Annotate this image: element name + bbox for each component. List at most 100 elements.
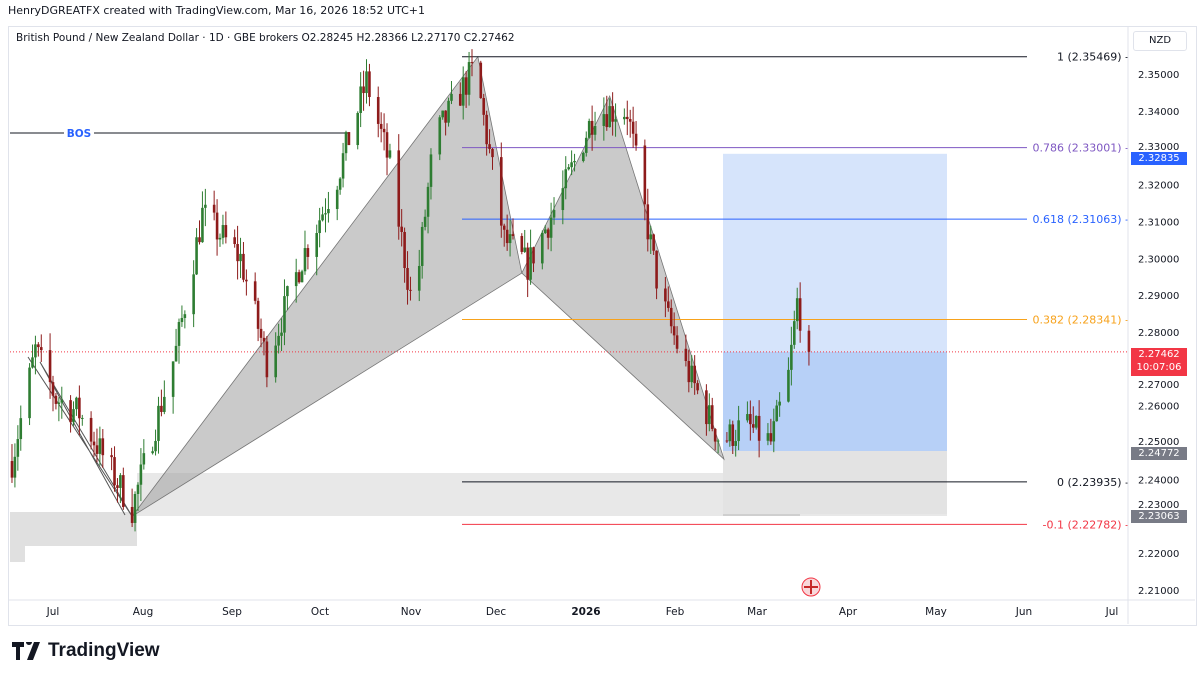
candle-body bbox=[417, 265, 421, 291]
candle-body bbox=[277, 335, 280, 346]
candle-body bbox=[142, 453, 146, 465]
candle-body bbox=[376, 97, 380, 124]
candle-body bbox=[734, 441, 737, 446]
bos-label-bg bbox=[64, 125, 94, 140]
candle-body bbox=[397, 150, 401, 227]
candle-body bbox=[218, 237, 222, 240]
candle-body bbox=[790, 344, 793, 370]
candle-body bbox=[705, 390, 708, 425]
candle-body bbox=[725, 440, 729, 442]
candle-body bbox=[593, 125, 597, 135]
candle-body bbox=[198, 237, 201, 243]
position-entry-zone bbox=[723, 351, 947, 452]
candle-body bbox=[737, 420, 740, 442]
candle-body bbox=[625, 116, 629, 120]
candle-body bbox=[110, 455, 113, 458]
price-tick: 2.26000 bbox=[1138, 402, 1179, 413]
candle-body bbox=[628, 119, 632, 122]
candle-body bbox=[664, 288, 667, 302]
time-tick: Apr bbox=[839, 606, 858, 618]
candle-body bbox=[388, 150, 392, 158]
currency-button[interactable]: NZD bbox=[1133, 31, 1187, 51]
candle-body bbox=[297, 272, 301, 283]
candle-body bbox=[151, 451, 154, 454]
candle-body bbox=[54, 395, 58, 404]
candle-body bbox=[584, 137, 588, 153]
candle-body bbox=[274, 345, 277, 378]
candle-body bbox=[552, 210, 556, 218]
candle-body bbox=[201, 207, 204, 243]
candle-body bbox=[239, 253, 242, 262]
position-stop-zone bbox=[723, 451, 947, 514]
candle-body bbox=[160, 405, 163, 412]
candle-body bbox=[362, 86, 365, 94]
candle-body bbox=[672, 326, 676, 336]
candle-body bbox=[482, 98, 486, 115]
candle-body bbox=[139, 464, 143, 485]
candle-body bbox=[529, 247, 532, 280]
candle-body bbox=[426, 186, 430, 217]
candle-body bbox=[470, 62, 474, 64]
time-tick: Sep bbox=[222, 606, 242, 618]
candle-body bbox=[116, 485, 119, 488]
candle-body bbox=[479, 62, 483, 99]
candle-body bbox=[751, 424, 755, 428]
time-tick: Jul bbox=[1105, 606, 1119, 618]
candle-body bbox=[224, 225, 228, 238]
candle-body bbox=[675, 335, 679, 349]
candle-body bbox=[649, 234, 653, 240]
candle-body bbox=[400, 226, 403, 232]
candle-body bbox=[608, 106, 611, 128]
time-tick: 2026 bbox=[571, 606, 600, 618]
tradingview-logo[interactable]: TradingView bbox=[12, 640, 160, 662]
candle-body bbox=[567, 167, 570, 170]
candle-body bbox=[573, 160, 576, 163]
candle-body bbox=[31, 357, 34, 368]
time-tick: Oct bbox=[311, 606, 329, 618]
candle-body bbox=[265, 341, 269, 378]
candle-body bbox=[119, 475, 122, 488]
harmonic-bcd-triangle bbox=[521, 95, 725, 461]
time-tick: Feb bbox=[666, 606, 685, 618]
candle-body bbox=[444, 110, 447, 123]
candle-body bbox=[37, 344, 40, 348]
uk-flag-cross bbox=[804, 580, 818, 594]
price-tick: 2.28000 bbox=[1138, 328, 1179, 339]
candle-body bbox=[286, 286, 289, 297]
candle-body bbox=[602, 114, 606, 126]
price-tick: 2.34000 bbox=[1138, 107, 1179, 118]
candle-body bbox=[385, 132, 389, 158]
fib-label: 0.786 (2.33001) - bbox=[1032, 142, 1129, 155]
harmonic-xab-triangle bbox=[131, 55, 523, 517]
candle-body bbox=[582, 152, 585, 161]
time-tick: Nov bbox=[401, 606, 422, 618]
candle-body bbox=[646, 204, 650, 240]
candle-body bbox=[321, 214, 324, 221]
stop-bottom-label: 2.23063 bbox=[1131, 510, 1187, 523]
candle-body bbox=[713, 428, 717, 442]
candle-body bbox=[634, 133, 638, 146]
candle-body bbox=[423, 216, 427, 227]
candle-body bbox=[28, 367, 31, 419]
candle-body bbox=[409, 289, 412, 291]
candle-body bbox=[177, 322, 181, 346]
candle-body bbox=[300, 271, 304, 283]
candle-body bbox=[587, 120, 591, 138]
target-price-label: 2.32835 bbox=[1131, 152, 1187, 165]
candle-body bbox=[623, 116, 626, 120]
candle-body bbox=[256, 300, 260, 329]
candle-body bbox=[798, 298, 802, 331]
candle-body bbox=[242, 253, 245, 280]
candle-body bbox=[605, 114, 609, 128]
candle-body bbox=[163, 396, 166, 412]
candle-body bbox=[215, 212, 219, 240]
fib-label: -0.1 (2.22782) - bbox=[1043, 518, 1130, 531]
candle-body bbox=[81, 417, 84, 419]
candle-body bbox=[429, 154, 433, 187]
candle-body bbox=[315, 233, 318, 257]
candle-body bbox=[51, 382, 55, 396]
candle-body bbox=[130, 506, 134, 523]
bar-countdown: 10:07:06 bbox=[1136, 362, 1182, 373]
candle-body bbox=[356, 112, 360, 146]
